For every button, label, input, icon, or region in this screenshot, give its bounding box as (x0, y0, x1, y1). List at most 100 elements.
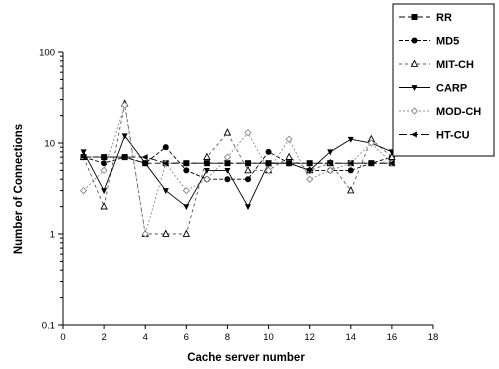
data-point (244, 128, 252, 137)
x-tick-label: 12 (304, 332, 315, 343)
data-point (162, 188, 169, 195)
data-point (203, 152, 211, 160)
x-tick-label: 10 (263, 332, 274, 343)
y-tick-label: 0.1 (42, 321, 55, 332)
data-point (183, 204, 190, 211)
data-point (244, 160, 251, 167)
x-tick-label: 8 (225, 332, 230, 343)
series-line (83, 105, 393, 235)
y-tick-label: 100 (39, 48, 55, 59)
legend: RR MD5 MIT-CH CARP MOD-CH HT-CU (392, 3, 495, 157)
legend-item: MD5 (399, 36, 459, 48)
legend-item: MOD-CH (399, 106, 481, 118)
data-point (326, 160, 333, 167)
data-point (121, 101, 129, 109)
x-tick-label: 18 (428, 332, 439, 343)
data-point (224, 167, 231, 174)
series-mod-ch (79, 101, 396, 238)
y-tick-label: 1 (50, 230, 55, 241)
data-point (223, 160, 230, 167)
x-tick-label: 4 (143, 332, 148, 343)
x-axis-title: Cache server number (187, 352, 305, 364)
data-point (100, 154, 107, 161)
series-ht-cu (80, 154, 395, 167)
y-axis-title: Number of Connections (13, 124, 25, 254)
data-point (245, 204, 251, 211)
data-point (183, 167, 190, 174)
data-point (265, 160, 271, 167)
x-tick-label: 16 (387, 332, 398, 343)
legend-item: HT-CU (399, 130, 470, 142)
data-point (121, 133, 128, 140)
data-point (182, 229, 191, 237)
data-point (285, 135, 293, 143)
y-tick-label: 10 (44, 139, 55, 150)
data-point (141, 154, 148, 161)
legend-box (392, 3, 495, 157)
legend-item: MIT-CH (399, 59, 474, 71)
data-point (285, 152, 293, 160)
x-tick-label: 14 (345, 332, 356, 343)
data-point (80, 154, 86, 161)
legend-label: MIT-CH (436, 59, 474, 71)
data-point (203, 167, 210, 174)
legend-label: CARP (436, 83, 467, 95)
legend-marker (411, 85, 418, 91)
legend-item: CARP (399, 83, 467, 95)
legend-label: HT-CU (436, 130, 470, 142)
data-point (388, 160, 395, 167)
data-point (347, 160, 354, 167)
series-line (83, 156, 392, 164)
legend-marker (410, 107, 419, 115)
legend-label: MOD-CH (436, 106, 481, 118)
axes: 0 2 4 6 8 10 12 14 16 18 0.1 1 10 100 (39, 48, 438, 344)
legend-label: RR (436, 12, 452, 24)
data-point (347, 167, 354, 174)
data-point (327, 149, 334, 156)
data-point (223, 128, 232, 136)
data-point (306, 167, 313, 174)
data-point (265, 148, 272, 155)
data-point (224, 176, 231, 183)
data-point (142, 160, 149, 167)
data-point (100, 166, 108, 175)
data-point (223, 153, 232, 161)
series-line (83, 103, 393, 235)
data-point (80, 149, 87, 156)
x-tick-label: 0 (60, 332, 65, 343)
series-rr (80, 154, 395, 167)
legend-marker (411, 131, 417, 138)
legend-item: RR (399, 12, 452, 24)
data-point (162, 160, 169, 167)
data-point (264, 166, 273, 175)
data-point (347, 186, 355, 194)
data-point (101, 188, 108, 195)
x-tick-label: 2 (101, 332, 106, 343)
data-point (162, 144, 169, 151)
data-point (100, 202, 108, 210)
legend-marker (410, 59, 419, 67)
data-point (245, 176, 251, 183)
data-point (306, 175, 314, 183)
data-point (182, 160, 189, 167)
data-point (79, 186, 88, 195)
series-line (83, 156, 392, 164)
data-point (121, 154, 128, 161)
series-mit-ch (79, 99, 396, 237)
series-layer (79, 99, 396, 238)
data-point (326, 166, 334, 175)
data-point (285, 160, 292, 167)
data-point (347, 136, 354, 143)
data-point (388, 152, 396, 160)
data-point (203, 160, 210, 167)
legend-label: MD5 (436, 36, 459, 48)
data-point (367, 160, 374, 167)
series-line (83, 146, 393, 180)
data-point (162, 229, 170, 237)
legend-marker (411, 37, 418, 44)
data-point (367, 139, 375, 147)
series-line (83, 134, 393, 208)
data-point (203, 175, 211, 183)
data-point (101, 160, 108, 167)
